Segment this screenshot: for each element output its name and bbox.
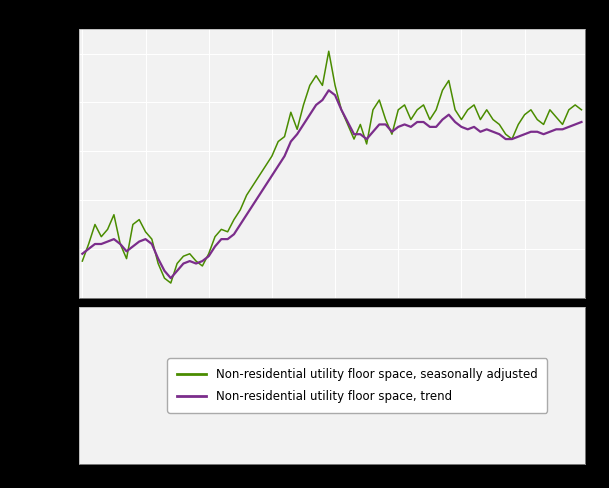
Non-residential utility floor space, seasonally adjusted: [432, 107, 440, 113]
Non-residential utility floor space, seasonally adjusted: [533, 117, 541, 122]
Non-residential utility floor space, seasonally adjusted: [389, 131, 396, 137]
Non-residential utility floor space, seasonally adjusted: [414, 107, 421, 113]
Non-residential utility floor space, seasonally adjusted: [325, 48, 333, 54]
Non-residential utility floor space, trend: [533, 129, 541, 135]
Non-residential utility floor space, seasonally adjusted: [79, 258, 86, 264]
Line: Non-residential utility floor space, trend: Non-residential utility floor space, tre…: [82, 90, 582, 278]
Non-residential utility floor space, seasonally adjusted: [578, 107, 585, 113]
Non-residential utility floor space, seasonally adjusted: [395, 107, 402, 113]
Non-residential utility floor space, trend: [578, 119, 585, 125]
Non-residential utility floor space, trend: [414, 119, 421, 125]
Line: Non-residential utility floor space, seasonally adjusted: Non-residential utility floor space, sea…: [82, 51, 582, 283]
Non-residential utility floor space, trend: [167, 275, 174, 281]
Non-residential utility floor space, trend: [306, 112, 314, 118]
Non-residential utility floor space, trend: [79, 251, 86, 257]
Non-residential utility floor space, trend: [432, 124, 440, 130]
Non-residential utility floor space, seasonally adjusted: [306, 82, 314, 88]
Non-residential utility floor space, trend: [395, 124, 402, 130]
Non-residential utility floor space, trend: [389, 129, 396, 135]
Non-residential utility floor space, trend: [325, 87, 333, 93]
Legend: Non-residential utility floor space, seasonally adjusted, Non-residential utilit: Non-residential utility floor space, sea…: [167, 358, 547, 413]
Non-residential utility floor space, seasonally adjusted: [167, 280, 174, 286]
